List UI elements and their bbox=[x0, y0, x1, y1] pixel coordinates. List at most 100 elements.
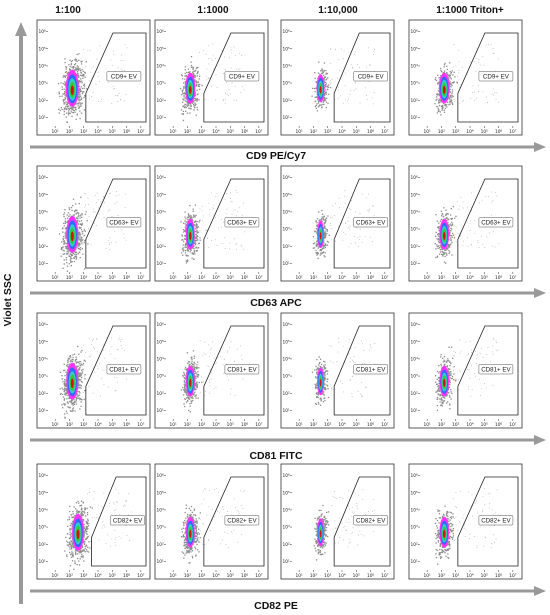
event-dot bbox=[331, 217, 333, 219]
event-dot bbox=[74, 108, 77, 110]
y-tick-label: 10⁴ bbox=[39, 63, 46, 69]
event-dot bbox=[109, 249, 111, 250]
event-dot bbox=[373, 53, 374, 55]
event-dot bbox=[367, 193, 369, 195]
event-dot bbox=[324, 233, 327, 235]
event-dot bbox=[81, 369, 83, 371]
event-dot bbox=[183, 403, 185, 405]
event-dot bbox=[78, 107, 80, 109]
event-dot bbox=[197, 371, 199, 373]
event-dot bbox=[81, 102, 83, 104]
event-dot bbox=[452, 232, 454, 235]
event-dot bbox=[63, 250, 65, 252]
event-dot bbox=[71, 410, 73, 412]
event-dot bbox=[314, 71, 316, 74]
event-dot bbox=[64, 387, 66, 390]
event-dot bbox=[61, 393, 64, 396]
event-dot bbox=[492, 245, 494, 247]
event-dot bbox=[77, 105, 79, 107]
gate-label-box bbox=[106, 217, 142, 228]
event-dot bbox=[80, 236, 82, 238]
event-dot bbox=[76, 113, 79, 115]
event-dot bbox=[359, 235, 361, 237]
event-dot bbox=[184, 398, 186, 400]
event-dot bbox=[77, 345, 79, 348]
event-dot bbox=[243, 248, 245, 250]
event-dot bbox=[83, 344, 85, 346]
event-dot bbox=[65, 371, 67, 373]
event-dot bbox=[220, 351, 222, 353]
event-dot bbox=[188, 102, 190, 104]
y-tick-label: 10⁴ bbox=[39, 209, 46, 215]
event-dot bbox=[466, 206, 468, 208]
event-dot bbox=[234, 85, 236, 87]
event-dot bbox=[316, 110, 319, 112]
event-dot bbox=[185, 384, 187, 386]
event-dot bbox=[74, 251, 76, 253]
event-dot bbox=[196, 367, 198, 370]
event-dot bbox=[438, 102, 440, 104]
event-dot bbox=[76, 60, 78, 62]
event-dot bbox=[349, 225, 351, 227]
event-dot bbox=[314, 105, 317, 108]
event-dot bbox=[189, 217, 192, 219]
event-dot bbox=[79, 247, 82, 249]
density-plot-panel: 10¹ 10² 10³ 10⁴ 10⁵ 10⁶ 10⁷10¹10²10³10⁴10⁵10⁶C… bbox=[154, 165, 269, 282]
event-dot bbox=[99, 363, 100, 365]
event-dot bbox=[66, 245, 68, 248]
event-dot bbox=[439, 100, 442, 102]
event-dot bbox=[75, 69, 77, 72]
x-tick-label: 10⁵ bbox=[227, 275, 234, 281]
event-dot bbox=[79, 397, 82, 400]
event-dot bbox=[319, 254, 321, 256]
event-dot bbox=[63, 378, 66, 381]
y-tick-label: 10² bbox=[157, 244, 164, 250]
event-dot bbox=[65, 242, 67, 245]
event-dot bbox=[78, 372, 80, 374]
event-dot bbox=[233, 99, 235, 101]
event-dot bbox=[323, 394, 325, 396]
event-dot bbox=[449, 85, 451, 87]
event-dot bbox=[67, 249, 69, 251]
event-dot bbox=[63, 263, 65, 265]
event-dot bbox=[181, 94, 183, 96]
event-dot bbox=[81, 371, 84, 373]
gate-label-box bbox=[106, 71, 142, 82]
event-dot bbox=[318, 246, 320, 248]
event-dot bbox=[209, 385, 211, 387]
y-tick-label: 10⁵ bbox=[283, 339, 290, 345]
event-dot bbox=[438, 247, 441, 249]
event-dot bbox=[66, 270, 68, 272]
event-dot bbox=[319, 73, 321, 75]
event-dot bbox=[438, 77, 440, 79]
event-dot bbox=[77, 373, 79, 375]
event-dot bbox=[449, 251, 451, 253]
event-dot bbox=[312, 242, 315, 245]
event-dot bbox=[339, 207, 340, 209]
event-dot bbox=[314, 77, 316, 80]
event-dot bbox=[445, 252, 447, 254]
event-dot bbox=[439, 101, 441, 103]
event-dot bbox=[77, 97, 79, 99]
event-dot bbox=[215, 99, 216, 101]
event-dot bbox=[316, 103, 318, 105]
event-dot bbox=[463, 100, 464, 102]
event-dot bbox=[184, 382, 187, 384]
event-dot bbox=[73, 210, 76, 212]
event-dot bbox=[185, 392, 187, 394]
event-dot bbox=[81, 75, 83, 77]
event-dot bbox=[209, 379, 211, 381]
event-dot bbox=[70, 252, 72, 254]
event-dot bbox=[185, 260, 187, 262]
event-dot bbox=[62, 267, 64, 269]
event-dot bbox=[78, 202, 80, 205]
y-tick-label: 10⁴ bbox=[39, 356, 46, 362]
event-dot bbox=[372, 205, 374, 207]
event-dot bbox=[436, 245, 438, 248]
event-dot bbox=[192, 367, 194, 370]
event-dot bbox=[341, 48, 342, 50]
event-dot bbox=[84, 375, 86, 377]
event-dot bbox=[194, 395, 196, 397]
event-dot bbox=[440, 114, 442, 116]
event-dot bbox=[323, 85, 326, 87]
